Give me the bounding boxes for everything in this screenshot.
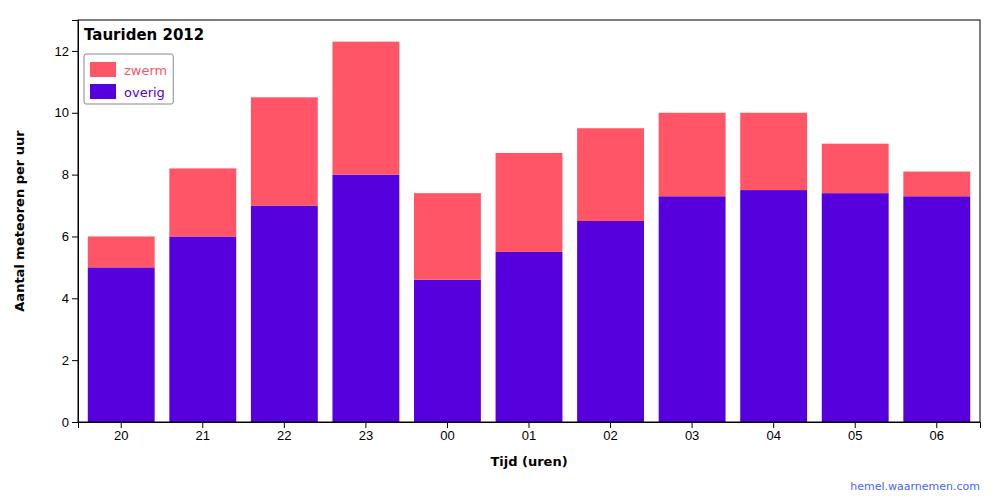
tick-label: 12 (55, 44, 69, 59)
tick-mark (936, 422, 937, 428)
tick: 20 (114, 422, 128, 443)
bar (332, 42, 399, 175)
bar (577, 221, 644, 422)
bar (822, 193, 889, 422)
tick-mark (284, 422, 285, 428)
chart: 2021222300010203040506024681012Tauriden … (0, 0, 1000, 500)
legend-box (84, 54, 173, 104)
tick-label: 01 (522, 428, 536, 443)
tick-mark (855, 422, 856, 428)
axis-line (79, 423, 981, 429)
bar (659, 113, 726, 196)
tick: 21 (196, 422, 210, 443)
tick: 2 (62, 353, 78, 368)
bar (577, 128, 644, 221)
tick: 12 (55, 44, 78, 59)
title: Tauriden 2012 (84, 26, 204, 44)
tick: 23 (359, 422, 373, 443)
y-axis: 0 2 4 6 8 10 12 (55, 21, 79, 430)
tick: 01 (522, 422, 536, 443)
tick-mark (447, 422, 448, 428)
bar (903, 172, 970, 197)
legend-label: overig (124, 85, 165, 100)
bar (903, 196, 970, 422)
tick-label: 03 (685, 428, 699, 443)
bar (88, 267, 155, 422)
tick-mark (72, 422, 78, 423)
annotation: hemel.waarnemen.com (850, 480, 980, 493)
tick-label: 6 (62, 229, 69, 244)
tick-label: 02 (603, 428, 617, 443)
bar (332, 175, 399, 422)
bar (822, 144, 889, 193)
x-axis: 20 21 22 23 00 01 02 03 04 05 06 (79, 422, 981, 443)
tick: 4 (62, 291, 78, 306)
tick-label: 06 (930, 428, 944, 443)
tick-mark (72, 298, 78, 299)
tick-label: 05 (848, 428, 862, 443)
tick: 22 (277, 422, 291, 443)
legend-item: zwerm (90, 62, 167, 78)
tick-mark (529, 422, 530, 428)
series (88, 42, 970, 280)
bar (740, 113, 807, 190)
plot-frame (78, 20, 980, 422)
bar (496, 153, 563, 252)
legend-swatch (90, 62, 116, 77)
tick-label: 04 (766, 428, 780, 443)
bar (251, 97, 318, 205)
tick: 06 (930, 422, 944, 443)
tick: 02 (603, 422, 617, 443)
tick-mark (692, 422, 693, 428)
tick-mark (72, 51, 78, 52)
tick: 00 (440, 422, 454, 443)
tick-label: 21 (196, 428, 210, 443)
legend-item: overig (90, 84, 165, 100)
bar (740, 190, 807, 422)
legend: zwerm overig (84, 54, 173, 104)
tick-label: 00 (440, 428, 454, 443)
x-axis-title: Tijd (uren) (490, 454, 567, 469)
legend-swatch (90, 84, 116, 99)
tick-label: 0 (62, 415, 69, 430)
bar (169, 236, 236, 422)
tick: 05 (848, 422, 862, 443)
bar (169, 168, 236, 236)
bar (414, 193, 481, 280)
tick-label: 10 (55, 105, 69, 120)
bar (496, 252, 563, 422)
tick-mark (72, 360, 78, 361)
tick-mark (202, 422, 203, 428)
tick-label: 2 (62, 353, 69, 368)
legend-label: zwerm (124, 63, 167, 78)
tick-mark (610, 422, 611, 428)
tick: 8 (62, 167, 78, 182)
tick: 0 (62, 415, 78, 430)
tick: 04 (766, 422, 780, 443)
tick: 03 (685, 422, 699, 443)
tick-mark (773, 422, 774, 428)
tick-mark (121, 422, 122, 428)
tick-mark (72, 236, 78, 237)
tick-mark (365, 422, 366, 428)
tick: 6 (62, 229, 78, 244)
tick-label: 22 (277, 428, 291, 443)
tick-label: 8 (62, 167, 69, 182)
tick-mark (72, 113, 78, 114)
tick-label: 20 (114, 428, 128, 443)
bar (414, 280, 481, 422)
plot: 2021222300010203040506024681012Tauriden … (55, 20, 981, 443)
tick-label: 4 (62, 291, 69, 306)
bar (88, 236, 155, 267)
tick-label: 23 (359, 428, 373, 443)
y-axis-title: Aantal meteoren per uur (12, 130, 27, 312)
tick-mark (72, 175, 78, 176)
bar (659, 196, 726, 422)
bars (88, 42, 970, 422)
tick: 10 (55, 105, 78, 120)
bar (251, 206, 318, 422)
